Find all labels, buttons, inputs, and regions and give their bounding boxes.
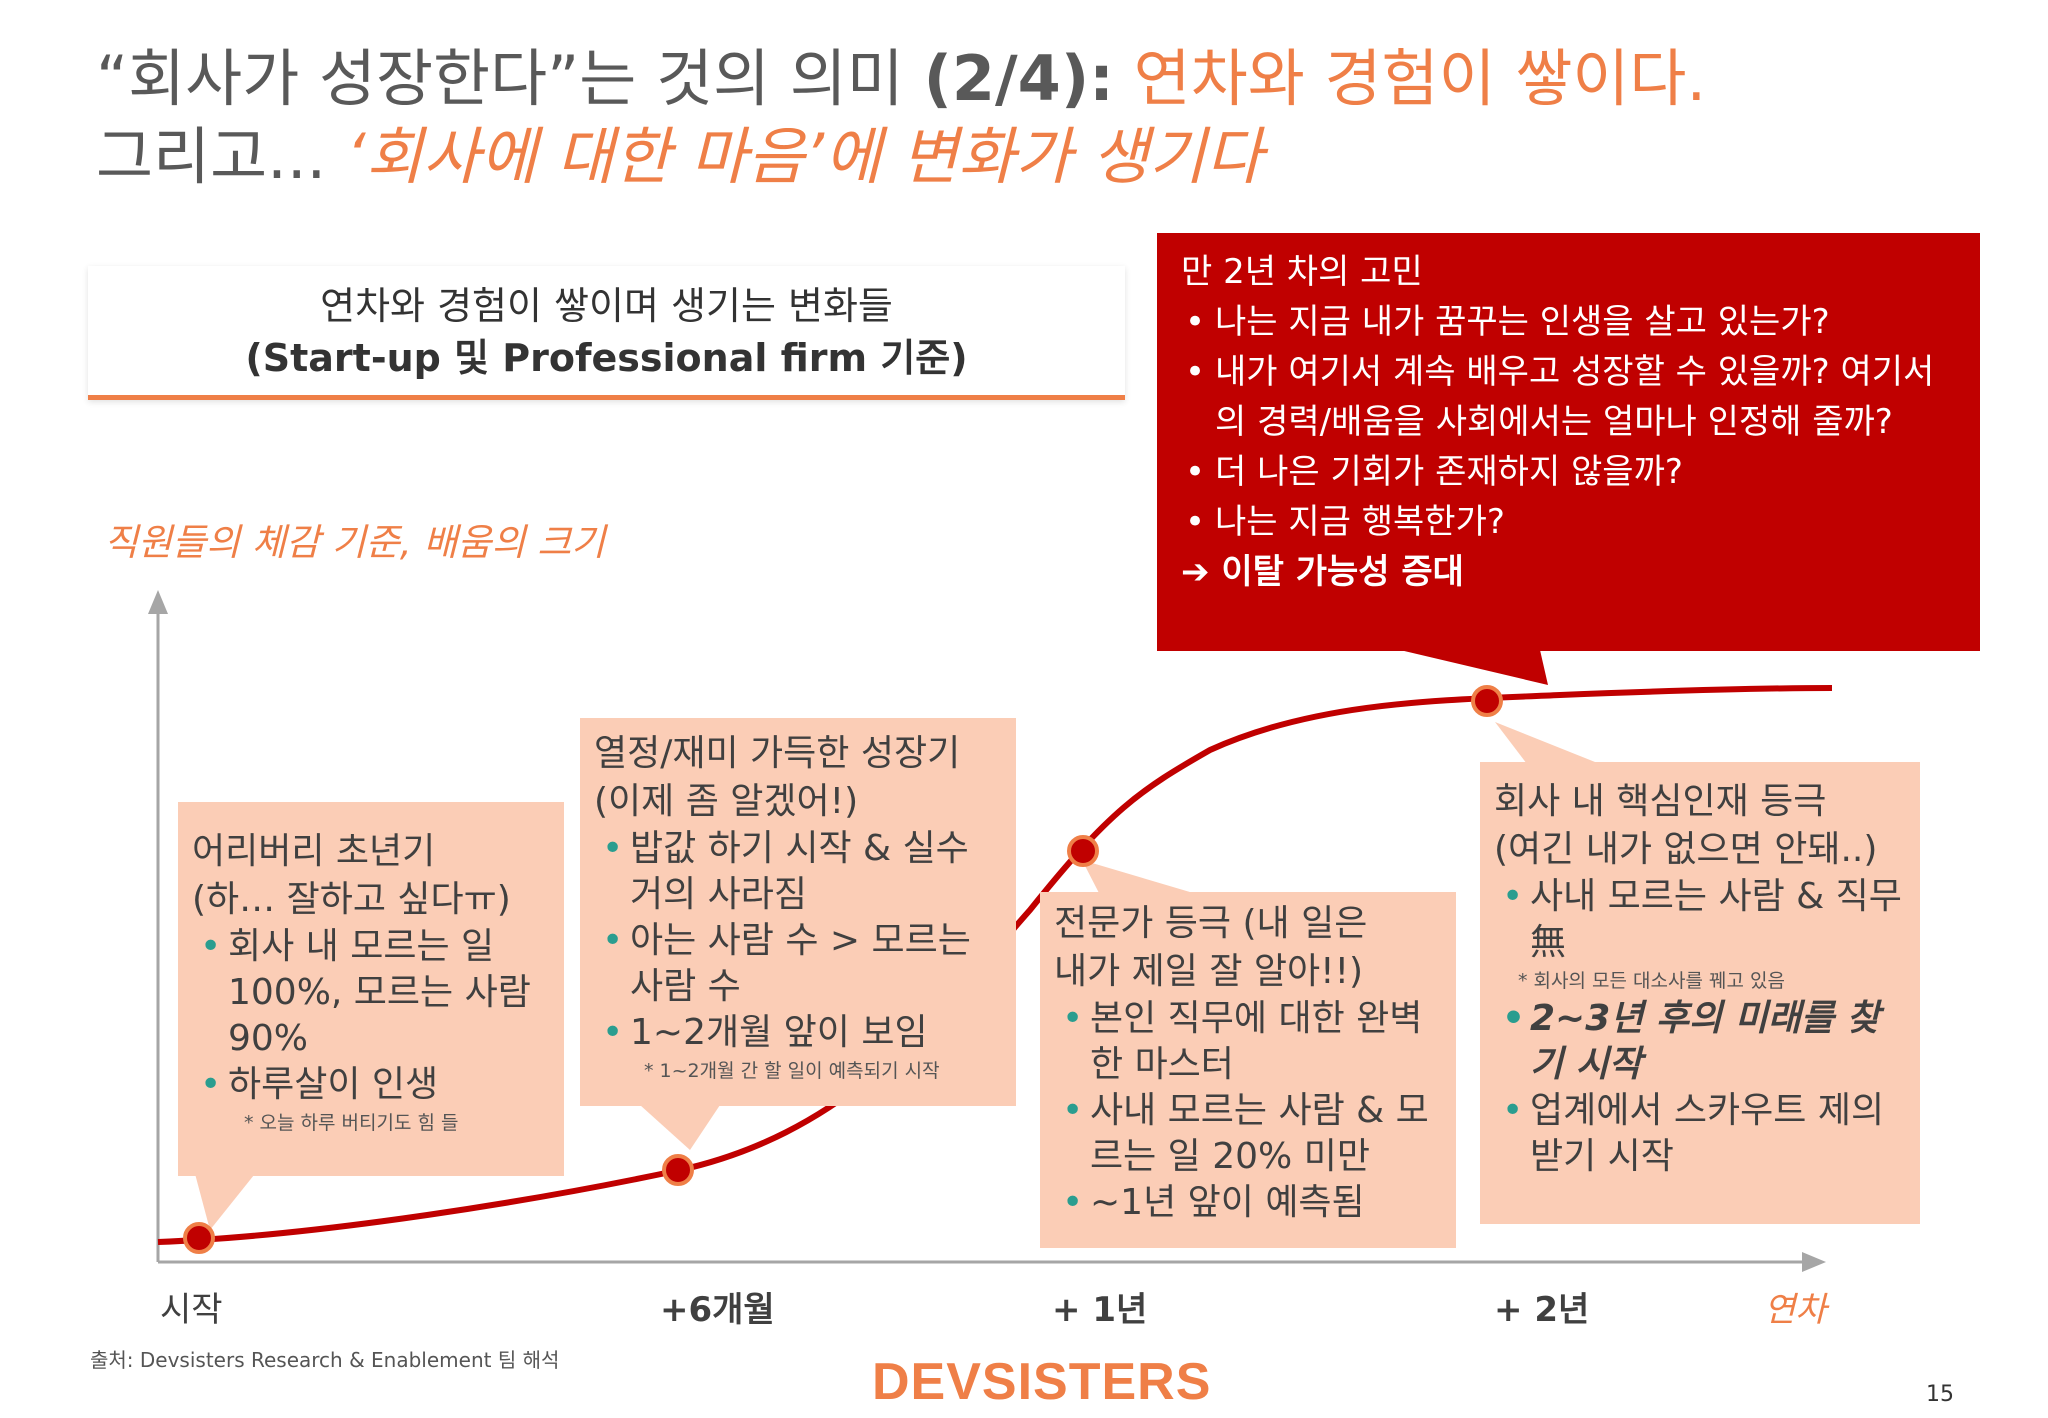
page-number: 15	[1926, 1382, 1954, 1407]
red-box-bullet: 나는 지금 행복한가?	[1181, 497, 1956, 547]
stage-4-bullet: 사내 모르는 사람 & 직무 無	[1494, 874, 1906, 966]
stage-1-bullet: 회사 내 모르는 일 100%, 모르는 사람 90%	[192, 924, 550, 1062]
callout-pointer-stage-2	[640, 1105, 720, 1150]
stage-4-bullets-more: 2~3년 후의 미래를 찾기 시작 업계에서 스카우트 제의 받기 시작	[1494, 996, 1906, 1180]
x-tick-1-year: + 1년	[1052, 1290, 1148, 1330]
stage-callout-3: 전문가 등극 (내 일은 내가 제일 잘 알아!!) 본인 직무에 대한 완벽한…	[1040, 892, 1456, 1248]
red-box-pointer	[1400, 650, 1548, 685]
stage-2-bullet: 1~2개월 앞이 보임	[594, 1010, 1002, 1056]
stage-4-bullet: 업계에서 스카우트 제의 받기 시작	[1494, 1088, 1906, 1180]
x-axis-arrow	[1802, 1252, 1826, 1272]
x-tick-6-months: +6개월	[660, 1290, 775, 1330]
callout-pointer-stage-4	[1495, 722, 1610, 768]
two-year-concerns-box: 만 2년 차의 고민 나는 지금 내가 꿈꾸는 인생을 살고 있는가? 내가 여…	[1157, 233, 1980, 651]
stage-2-title1: 열정/재미 가득한 성장기	[594, 733, 961, 774]
stage-3-bullets: 본인 직무에 대한 완벽한 마스터 사내 모르는 사람 & 모르는 일 20% …	[1054, 996, 1442, 1226]
stage-4-title2: (여긴 내가 없으면 안돼..)	[1494, 829, 1878, 870]
title-line2-italic: ‘회사에 대한 마음’에 변화가 생기다	[326, 120, 1263, 193]
red-box-conclusion: ➔ 이탈 가능성 증대	[1181, 552, 1464, 592]
stage-callout-1: 어리버리 초년기 (하… 잘하고 싶다ㅠ) 회사 내 모르는 일 100%, 모…	[178, 802, 564, 1176]
subtitle-line2: (Start-up 및 Professional firm 기준)	[245, 336, 968, 380]
devsisters-logo: DEVSISTERS	[872, 1353, 1212, 1411]
page-title: “회사가 성장한다”는 것의 의미 (2/4): 연차와 경험이 쌓이다. 그리…	[96, 40, 1996, 196]
x-axis-unit-label: 연차	[1764, 1290, 1827, 1330]
red-box-bullet: 나는 지금 내가 꿈꾸는 인생을 살고 있는가?	[1181, 297, 1956, 347]
stage-4-bullet: 2~3년 후의 미래를 찾기 시작	[1494, 996, 1906, 1088]
y-axis-label: 직원들의 체감 기준, 배움의 크기	[104, 521, 606, 564]
title-line1-highlight: 연차와 경험이 쌓이다.	[1113, 42, 1707, 115]
stage-callout-2: 열정/재미 가득한 성장기 (이제 좀 알겠어!) 밥값 하기 시작 & 실수 …	[580, 718, 1016, 1106]
stage-callout-4: 회사 내 핵심인재 등극 (여긴 내가 없으면 안돼..) 사내 모르는 사람 …	[1480, 762, 1920, 1224]
stage-1-note: * 오늘 하루 버티기도 힘 들	[244, 1112, 459, 1134]
x-tick-2-years: + 2년	[1494, 1290, 1590, 1330]
stage-1-title1: 어리버리 초년기	[192, 831, 436, 872]
red-box-bullets: 나는 지금 내가 꿈꾸는 인생을 살고 있는가? 내가 여기서 계속 배우고 성…	[1181, 297, 1956, 547]
stage-2-bullet: 아는 사람 수 > 모르는 사람 수	[594, 918, 1002, 1010]
stage-4-bullets: 사내 모르는 사람 & 직무 無	[1494, 874, 1906, 966]
subtitle-box: 연차와 경험이 쌓이며 생기는 변화들 (Start-up 및 Professi…	[88, 266, 1125, 400]
stage-3-bullet: ~1년 앞이 예측됨	[1054, 1180, 1442, 1226]
stage-2-title2: (이제 좀 알겠어!)	[594, 781, 859, 822]
red-box-title: 만 2년 차의 고민	[1181, 252, 1423, 292]
x-tick-start: 시작	[160, 1290, 223, 1330]
red-box-bullet: 더 나은 기회가 존재하지 않을까?	[1181, 447, 1956, 497]
red-box-bullet: 내가 여기서 계속 배우고 성장할 수 있을까? 여기서의 경력/배움을 사회에…	[1181, 347, 1956, 447]
title-line2-prefix: 그리고...	[96, 120, 327, 193]
stage-2-note: * 1~2개월 간 할 일이 예측되기 시작	[644, 1060, 940, 1082]
stage-3-title2: 내가 제일 잘 알아!!)	[1054, 951, 1364, 992]
subtitle-line1: 연차와 경험이 쌓이며 생기는 변화들	[320, 284, 893, 328]
y-axis-arrow	[148, 590, 168, 614]
stage-4-title1: 회사 내 핵심인재 등극	[1494, 781, 1827, 822]
stage-3-title1: 전문가 등극 (내 일은	[1054, 903, 1368, 944]
stage-2-bullets: 밥값 하기 시작 & 실수 거의 사라짐 아는 사람 수 > 모르는 사람 수 …	[594, 826, 1002, 1056]
title-line1-bold: (2/4):	[923, 42, 1114, 115]
stage-4-note: * 회사의 모든 대소사를 꿰고 있음	[1518, 970, 1785, 992]
stage-1-bullet: 하루살이 인생	[192, 1062, 550, 1108]
stage-1-bullets: 회사 내 모르는 일 100%, 모르는 사람 90% 하루살이 인생	[192, 924, 550, 1108]
callout-pointer-stage-3	[1082, 860, 1200, 895]
stage-3-bullet: 사내 모르는 사람 & 모르는 일 20% 미만	[1054, 1088, 1442, 1180]
source-note: 출처: Devsisters Research & Enablement 팀 해…	[90, 1348, 560, 1372]
stage-3-bullet: 본인 직무에 대한 완벽한 마스터	[1054, 996, 1442, 1088]
stage-2-bullet: 밥값 하기 시작 & 실수 거의 사라짐	[594, 826, 1002, 918]
title-line1-prefix: “회사가 성장한다”는 것의 의미	[96, 42, 924, 115]
stage-1-title2: (하… 잘하고 싶다ㅠ)	[192, 879, 511, 920]
